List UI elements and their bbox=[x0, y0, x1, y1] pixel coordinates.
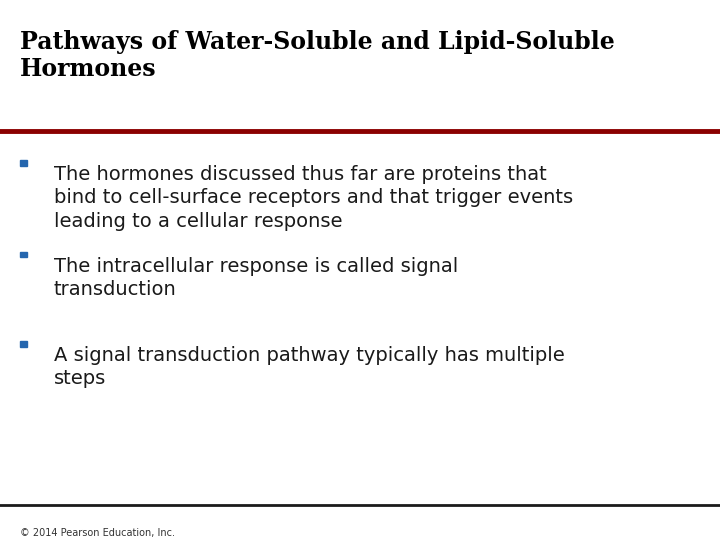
Bar bbox=[20, 160, 27, 166]
Text: Pathways of Water-Soluble and Lipid-Soluble
Hormones: Pathways of Water-Soluble and Lipid-Solu… bbox=[20, 30, 615, 80]
Text: A signal transduction pathway typically has multiple
steps: A signal transduction pathway typically … bbox=[54, 346, 564, 388]
Text: © 2014 Pearson Education, Inc.: © 2014 Pearson Education, Inc. bbox=[20, 528, 175, 538]
Bar bbox=[20, 252, 27, 258]
Text: The hormones discussed thus far are proteins that
bind to cell-surface receptors: The hormones discussed thus far are prot… bbox=[54, 165, 573, 231]
Bar bbox=[20, 341, 27, 347]
Text: The intracellular response is called signal
transduction: The intracellular response is called sig… bbox=[54, 256, 458, 299]
